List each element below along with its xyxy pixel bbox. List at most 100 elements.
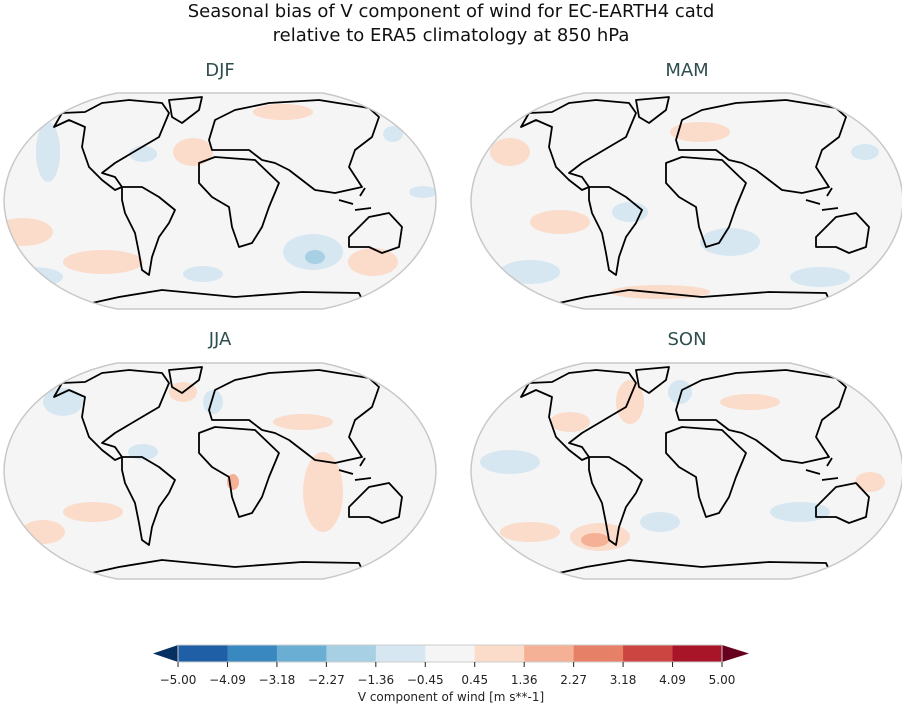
bias-contour <box>36 122 60 182</box>
bias-contour <box>409 186 436 198</box>
bias-contour <box>383 126 403 142</box>
bias-contour <box>855 472 885 492</box>
panel-title-son: SON <box>667 329 707 350</box>
bias-contour <box>581 533 609 547</box>
map-outline <box>3 92 437 310</box>
bias-contour <box>670 122 730 142</box>
bias-contour <box>43 388 83 416</box>
bias-contour <box>500 260 560 284</box>
bias-contour <box>183 266 223 282</box>
colorbar-segment <box>276 645 327 662</box>
bias-contour <box>530 210 590 234</box>
coastline-north-america <box>520 369 637 461</box>
bias-contour <box>12 533 24 541</box>
coastline-australia <box>815 482 870 524</box>
coastline-eurasia <box>675 369 847 464</box>
colorbar-tick-label: 1.36 <box>510 673 538 687</box>
bias-contour <box>173 138 213 166</box>
bias-contour <box>790 267 850 287</box>
colorbar-tick-label: −4.09 <box>209 673 246 687</box>
colorbar-segment <box>623 645 674 662</box>
colorbar-segment <box>474 645 525 662</box>
coastline-south-america <box>588 186 643 276</box>
coastline-eurasia <box>675 99 847 194</box>
bias-contour <box>490 138 530 166</box>
coastline-south-america <box>588 456 643 546</box>
coastline-antarctica <box>558 289 833 307</box>
coastline-indonesia <box>338 187 372 211</box>
colorbar-tick-label: 2.27 <box>560 673 587 687</box>
colorbar-tick-label: −3.18 <box>258 673 296 687</box>
map-son <box>470 362 902 580</box>
colorbar-segment <box>425 645 476 662</box>
bias-contour <box>700 228 760 256</box>
coastline-eurasia <box>208 99 380 194</box>
coastline-antarctica <box>558 559 833 577</box>
bias-contour <box>640 512 680 532</box>
map-outline <box>470 92 902 310</box>
coastline-africa <box>665 426 747 518</box>
colorbar-label: V component of wind [m s**-1] <box>357 690 545 704</box>
coastline-north-america <box>520 99 637 191</box>
colorbar-segment <box>573 645 624 662</box>
colorbar-tick-label: 4.09 <box>659 673 686 687</box>
coastline-australia <box>815 212 870 254</box>
bias-contour <box>63 502 123 522</box>
coastline-greenland <box>635 96 670 124</box>
map-djf <box>3 92 437 310</box>
bias-contour <box>668 380 692 404</box>
colorbar-tick-label: −1.36 <box>357 673 395 687</box>
coastline-antarctica <box>91 289 366 307</box>
colorbar-tick-label: −5.00 <box>159 673 197 687</box>
coastline-eurasia <box>208 369 380 464</box>
coastline-africa <box>665 156 747 248</box>
bias-contour <box>305 250 325 264</box>
bias-contour <box>851 144 879 160</box>
bias-contour <box>21 520 65 544</box>
coastline-indonesia <box>338 457 372 481</box>
colorbar-tick-label: −0.45 <box>406 673 444 687</box>
colorbar-frame <box>177 644 723 663</box>
coastline-south-america <box>121 186 176 276</box>
panel-title-mam: MAM <box>665 60 709 81</box>
colorbar-tick-label: 5.00 <box>708 673 736 687</box>
colorbar-segment <box>375 645 426 662</box>
map-mam <box>470 92 902 310</box>
bias-contour <box>550 412 590 432</box>
panel-title-djf: DJF <box>205 60 235 81</box>
bias-contour <box>303 452 343 532</box>
coastline-greenland <box>168 96 203 124</box>
bias-contour <box>500 522 560 542</box>
bias-contour <box>348 248 398 276</box>
colorbar-segment <box>178 645 228 662</box>
colorbar-tick-label: −2.27 <box>307 673 345 687</box>
colorbar-tick-label: 3.18 <box>609 673 637 687</box>
bias-contour <box>63 250 143 274</box>
coastline-north-america <box>53 99 170 191</box>
bias-contour <box>480 450 540 474</box>
coastline-greenland <box>168 366 203 394</box>
coastline-indonesia <box>805 187 839 211</box>
coastline-australia <box>348 482 403 524</box>
colorbar-segment <box>326 645 377 662</box>
map-jja <box>3 362 437 580</box>
colorbar-segment <box>227 645 278 662</box>
bias-contour <box>720 394 780 410</box>
panel-title-jja: JJA <box>208 329 232 350</box>
coastline-antarctica <box>91 559 366 577</box>
bias-contour <box>203 390 223 414</box>
bias-contour <box>128 444 158 460</box>
bias-contour <box>273 414 333 430</box>
coastline-greenland <box>635 366 670 394</box>
bias-contour <box>770 502 830 522</box>
bias-contour <box>612 202 648 222</box>
coastline-indonesia <box>805 457 839 481</box>
figure-title-line1: Seasonal bias of V component of wind for… <box>187 1 715 22</box>
coastline-africa <box>198 426 280 518</box>
bias-contour <box>129 146 157 162</box>
map-outline <box>470 362 902 580</box>
colorbar-over-arrow <box>722 645 749 662</box>
colorbar-segment <box>524 645 575 662</box>
figure-title-line2: relative to ERA5 climatology at 850 hPa <box>272 25 630 46</box>
